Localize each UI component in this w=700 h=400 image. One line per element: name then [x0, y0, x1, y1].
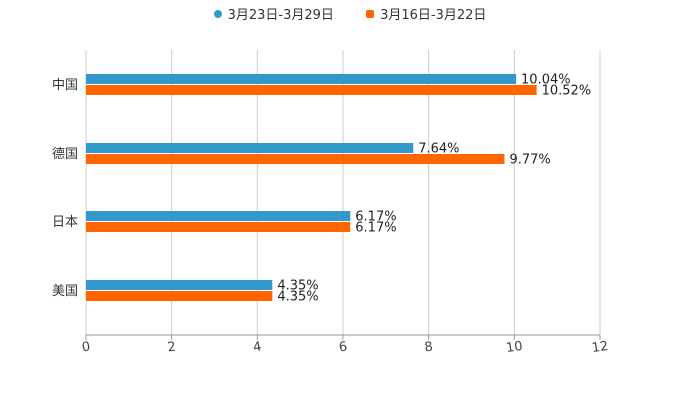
legend-label-series-1: 3月23日-3月29日 — [227, 8, 334, 23]
bar-series-2 — [86, 85, 537, 95]
legend-marker-series-1 — [213, 9, 222, 18]
legend-label-series-2: 3月16日-3月22日 — [380, 8, 487, 23]
bar-data-label: 10.04% — [521, 73, 571, 88]
bar-data-label: 6.17% — [355, 221, 396, 236]
bar-data-label: 6.17% — [355, 210, 396, 225]
bar-series-2 — [86, 222, 351, 232]
legend-marker-series-2 — [366, 9, 375, 18]
bar-data-label: 7.64% — [418, 142, 459, 157]
legend-item-series-1[interactable]: 3月23日-3月29日 — [213, 4, 334, 23]
y-category-label: 美国 — [52, 284, 78, 299]
bar-data-label: 9.77% — [509, 153, 550, 168]
y-category-label: 日本 — [52, 215, 78, 230]
chart-legend: 3月23日-3月29日 3月16日-3月22日 — [0, 4, 700, 23]
bar-series-2 — [86, 291, 273, 301]
x-tick-label: 10 — [505, 339, 523, 356]
x-tick-label: 8 — [424, 339, 434, 355]
x-tick-label: 2 — [167, 339, 177, 355]
bar-series-1 — [86, 143, 414, 153]
x-tick-label: 4 — [252, 339, 262, 355]
bar-data-label: 4.35% — [277, 279, 318, 294]
bar-series-1 — [86, 211, 351, 221]
bar-series-1 — [86, 74, 517, 84]
x-tick-label: 6 — [338, 339, 348, 355]
bar-data-label: 10.52% — [542, 84, 592, 99]
x-tick-label: 12 — [591, 339, 609, 356]
y-category-label: 德国 — [52, 147, 78, 162]
bar-series-2 — [86, 154, 505, 164]
y-category-label: 中国 — [52, 78, 78, 93]
bar-data-label: 4.35% — [277, 290, 318, 305]
legend-item-series-2[interactable]: 3月16日-3月22日 — [366, 4, 486, 23]
bar-series-1 — [86, 280, 273, 290]
x-tick-label: 0 — [81, 339, 91, 355]
